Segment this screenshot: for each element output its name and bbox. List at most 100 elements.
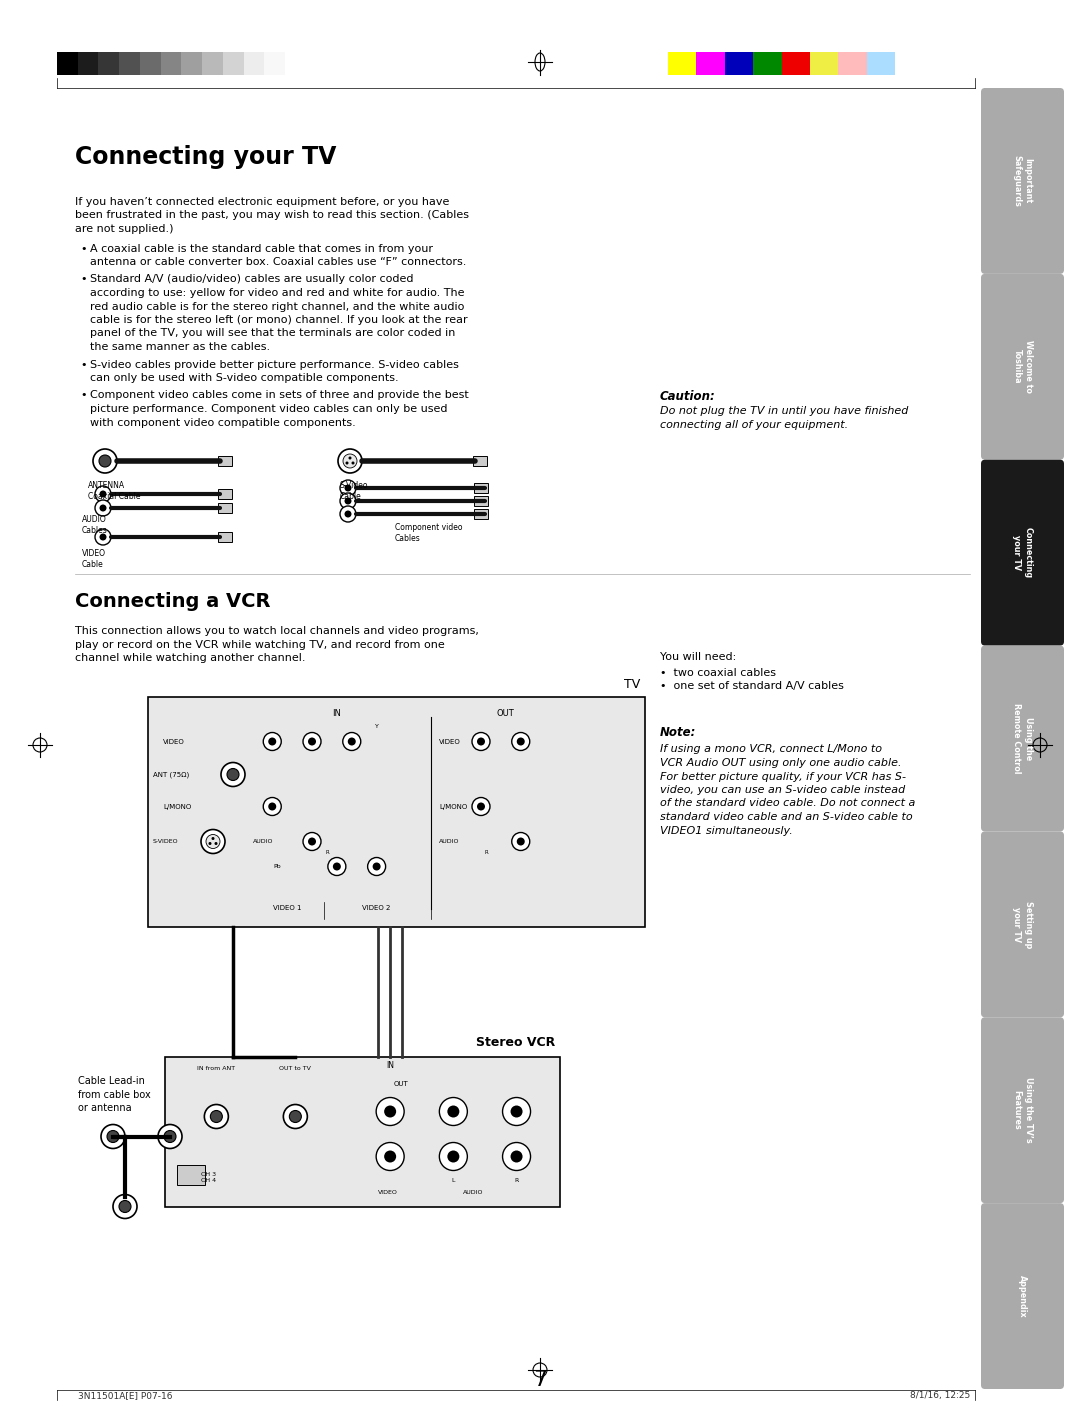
- Text: R: R: [485, 850, 488, 856]
- Text: Component video
Cables: Component video Cables: [395, 524, 462, 543]
- Text: L/MONO: L/MONO: [440, 803, 468, 809]
- Circle shape: [376, 1097, 404, 1125]
- Text: VIDEO 2: VIDEO 2: [363, 905, 391, 911]
- Text: panel of the TV, you will see that the terminals are color coded in: panel of the TV, you will see that the t…: [90, 329, 456, 339]
- Bar: [474, 509, 488, 519]
- Text: AUDIO: AUDIO: [253, 839, 273, 844]
- Circle shape: [440, 1097, 468, 1125]
- Text: R: R: [514, 1178, 518, 1182]
- Text: VIDEO: VIDEO: [163, 738, 185, 745]
- Circle shape: [351, 461, 354, 464]
- Text: red audio cable is for the stereo right channel, and the white audio: red audio cable is for the stereo right …: [90, 301, 464, 312]
- Text: Y: Y: [375, 725, 379, 729]
- Circle shape: [516, 837, 525, 846]
- Circle shape: [502, 1097, 530, 1125]
- Circle shape: [113, 1195, 137, 1219]
- Text: If you haven’t connected electronic equipment before, or you have: If you haven’t connected electronic equi…: [75, 197, 449, 207]
- Circle shape: [384, 1105, 396, 1118]
- Text: been frustrated in the past, you may wish to read this section. (Cables: been frustrated in the past, you may wis…: [75, 210, 469, 220]
- Text: connecting all of your equipment.: connecting all of your equipment.: [660, 420, 848, 430]
- Bar: [119, 53, 140, 75]
- Text: OUT: OUT: [394, 1081, 409, 1087]
- Circle shape: [212, 837, 215, 840]
- Text: •: •: [80, 244, 86, 254]
- Text: AUDIO: AUDIO: [440, 839, 460, 844]
- Text: Important
Safeguards: Important Safeguards: [1012, 155, 1032, 207]
- Text: Setting up
your TV: Setting up your TV: [1012, 901, 1032, 948]
- Text: OUT: OUT: [497, 708, 515, 718]
- Circle shape: [264, 797, 281, 816]
- Bar: [473, 455, 487, 465]
- Text: L: L: [451, 1178, 455, 1182]
- Text: Do not plug the TV in until you have finished: Do not plug the TV in until you have fin…: [660, 406, 908, 417]
- Circle shape: [333, 863, 341, 870]
- Text: cable is for the stereo left (or mono) channel. If you look at the rear: cable is for the stereo left (or mono) c…: [90, 315, 468, 325]
- Circle shape: [204, 1104, 228, 1128]
- Text: •: •: [80, 390, 86, 400]
- Bar: [57, 53, 78, 75]
- Circle shape: [99, 534, 107, 541]
- Circle shape: [107, 1131, 119, 1142]
- Text: AUDIO: AUDIO: [463, 1191, 484, 1195]
- Circle shape: [447, 1151, 459, 1162]
- Circle shape: [477, 803, 485, 810]
- Circle shape: [340, 507, 356, 522]
- Text: video, you can use an S-video cable instead: video, you can use an S-video cable inst…: [660, 785, 905, 795]
- Circle shape: [158, 1124, 183, 1148]
- Circle shape: [268, 738, 276, 745]
- Text: Appendix: Appendix: [1018, 1274, 1027, 1317]
- Circle shape: [95, 499, 111, 517]
- Circle shape: [373, 863, 380, 870]
- Text: •  two coaxial cables: • two coaxial cables: [660, 668, 777, 678]
- Circle shape: [99, 491, 107, 498]
- Circle shape: [268, 803, 276, 810]
- Circle shape: [340, 492, 356, 509]
- Text: channel while watching another channel.: channel while watching another channel.: [75, 653, 306, 663]
- Circle shape: [201, 830, 225, 853]
- Text: ANTENNA
Coaxial Cable: ANTENNA Coaxial Cable: [87, 481, 140, 501]
- Text: VCR Audio OUT using only one audio cable.: VCR Audio OUT using only one audio cable…: [660, 758, 902, 768]
- Circle shape: [447, 1105, 459, 1118]
- Text: according to use: yellow for video and red and white for audio. The: according to use: yellow for video and r…: [90, 288, 464, 298]
- Circle shape: [328, 857, 346, 876]
- Bar: [165, 1057, 561, 1206]
- Circle shape: [511, 1151, 523, 1162]
- Circle shape: [95, 529, 111, 545]
- Circle shape: [227, 769, 239, 780]
- Text: For better picture quality, if your VCR has S-: For better picture quality, if your VCR …: [660, 772, 906, 782]
- Text: Welcome to
Toshiba: Welcome to Toshiba: [1012, 341, 1032, 393]
- FancyBboxPatch shape: [981, 1017, 1064, 1203]
- Circle shape: [211, 1111, 222, 1122]
- FancyBboxPatch shape: [981, 274, 1064, 460]
- Ellipse shape: [535, 53, 545, 71]
- Text: VIDEO: VIDEO: [378, 1191, 399, 1195]
- Text: Using the TV’s
Features: Using the TV’s Features: [1012, 1077, 1032, 1144]
- Circle shape: [502, 1142, 530, 1171]
- Bar: [181, 53, 202, 75]
- Text: Connecting your TV: Connecting your TV: [75, 145, 336, 169]
- Text: picture performance. Component video cables can only be used: picture performance. Component video cab…: [90, 404, 447, 414]
- Text: are not supplied.): are not supplied.): [75, 224, 174, 234]
- Circle shape: [511, 1105, 523, 1118]
- Circle shape: [343, 454, 357, 468]
- Text: play or record on the VCR while watching TV, and record from one: play or record on the VCR while watching…: [75, 640, 445, 650]
- Text: standard video cable and an S-video cable to: standard video cable and an S-video cabl…: [660, 812, 913, 822]
- Circle shape: [95, 485, 111, 502]
- Bar: [218, 532, 232, 542]
- Bar: [161, 53, 181, 75]
- Circle shape: [376, 1142, 404, 1171]
- Circle shape: [221, 762, 245, 786]
- Circle shape: [342, 732, 361, 751]
- Circle shape: [206, 834, 220, 849]
- Circle shape: [349, 457, 351, 460]
- Circle shape: [340, 480, 356, 497]
- Text: L/MONO: L/MONO: [163, 803, 191, 809]
- Bar: [78, 53, 98, 75]
- Bar: [725, 53, 753, 75]
- Circle shape: [93, 448, 117, 473]
- Bar: [669, 53, 697, 75]
- FancyBboxPatch shape: [981, 1203, 1064, 1389]
- Text: VIDEO: VIDEO: [440, 738, 461, 745]
- Text: of the standard video cable. Do not connect a: of the standard video cable. Do not conn…: [660, 799, 916, 809]
- Text: Note:: Note:: [660, 727, 697, 739]
